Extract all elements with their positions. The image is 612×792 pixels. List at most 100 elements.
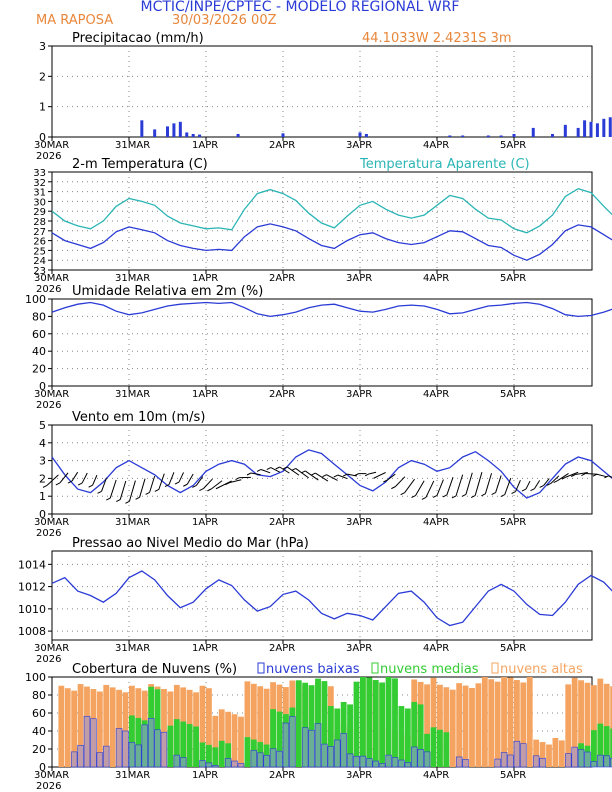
mid-cloud-bar (424, 733, 430, 767)
low-cloud-bar (334, 739, 341, 768)
high-cloud-bar (244, 681, 251, 767)
wind-barb-head (199, 488, 204, 492)
high-cloud-bar (475, 683, 482, 767)
panel-title: Precipitacao (mm/h) (72, 31, 204, 46)
wind-barb-head (154, 489, 160, 492)
wind-barb-head (333, 474, 338, 478)
precip-bar (551, 133, 554, 137)
low-cloud-bar (372, 760, 379, 768)
wind-barb-head (561, 476, 567, 480)
precip-bar (191, 133, 195, 137)
mid-cloud-bar (186, 724, 193, 767)
low-cloud-bar (411, 746, 418, 768)
high-cloud-bar (449, 689, 456, 767)
low-cloud-bar (391, 757, 399, 768)
low-cloud-bar (154, 729, 161, 768)
x-tick-label: 3APR (346, 517, 372, 528)
high-cloud-bar (212, 715, 219, 767)
wind-barb-head (539, 484, 544, 488)
x-tick-label: 30MAR (34, 140, 69, 151)
legend-swatch (257, 662, 265, 674)
low-cloud-bar (77, 745, 84, 768)
low-cloud-bar (513, 740, 521, 768)
wind-barb (446, 477, 454, 496)
wind-barb-head (521, 488, 527, 492)
wind-barb-head (461, 494, 467, 497)
precip-bar (185, 132, 189, 137)
x-tick-label: 30MAR (34, 643, 69, 654)
low-cloud-bar (212, 765, 219, 768)
wind-barb-head (125, 500, 130, 504)
x-tick-label: 5APR (500, 643, 526, 654)
mid-cloud-bar (212, 747, 219, 767)
high-cloud-bar (481, 677, 488, 767)
high-cloud-bar (501, 677, 507, 767)
high-cloud-bar (578, 680, 584, 767)
mid-cloud-bar (180, 721, 187, 767)
low-cloud-bar (263, 754, 270, 768)
year-label: 2026 (36, 781, 61, 792)
x-tick-label: 5APR (500, 517, 526, 528)
wind-barb (455, 474, 464, 497)
y-tick-label: 60 (32, 707, 46, 720)
y-tick-label: 33 (33, 168, 46, 179)
low-cloud-bar (122, 730, 129, 768)
mid-cloud-bar (270, 709, 276, 767)
low-cloud-bar (321, 743, 328, 768)
mid-cloud-bar (353, 681, 360, 767)
high-cloud-bar (591, 685, 597, 767)
wind-barb-head (553, 480, 558, 484)
high-cloud-bar (558, 740, 565, 767)
high-cloud-bar (456, 683, 463, 767)
high-cloud-bar (462, 685, 469, 767)
high-cloud-bar (122, 692, 129, 767)
x-tick-label: 2APR (269, 273, 295, 284)
wind-barb (337, 474, 348, 480)
wind-barb (46, 474, 59, 486)
high-cloud-bar (231, 714, 238, 767)
low-cloud-bar (565, 753, 572, 768)
pressure-line (51, 570, 612, 627)
wind-barb (415, 480, 425, 496)
y-tick-label: 1 (39, 490, 46, 503)
low-cloud-bar (398, 759, 405, 768)
y-tick-label: 27 (33, 227, 46, 238)
wind-barb (369, 471, 377, 475)
wind-barb (394, 476, 406, 487)
panel-title: Cobertura de Nuvens (%) (72, 662, 237, 677)
wind-barb-head (322, 474, 327, 478)
wind-barb (557, 473, 569, 482)
low-cloud-bar (327, 746, 335, 768)
low-cloud-bar (340, 733, 347, 768)
low-cloud-bar (462, 759, 469, 768)
wind-barb (484, 473, 493, 494)
low-cloud-bar (404, 762, 412, 768)
wind-barb-head (442, 494, 448, 498)
wind-barb-head (275, 466, 280, 470)
high-cloud-bar (610, 686, 612, 767)
wind-barb-head (67, 480, 73, 484)
wind-barb (534, 480, 541, 489)
wind-barb-head (311, 472, 316, 476)
low-cloud-bar (577, 749, 585, 768)
precip-bar (358, 132, 362, 137)
low-cloud-bar (289, 716, 296, 768)
wind-barb (178, 472, 184, 483)
low-cloud-bar (199, 760, 206, 768)
wind-barb-head (246, 472, 252, 476)
wind-barb (315, 472, 329, 482)
low-cloud-bar (180, 757, 187, 768)
wind-barb (59, 472, 69, 484)
low-cloud-bar (141, 724, 148, 768)
high-cloud-bar (443, 687, 450, 767)
mid-cloud-bar (302, 682, 309, 767)
wind-barb (149, 475, 156, 493)
wind-barb-head (183, 483, 188, 487)
low-cloud-bar (359, 755, 367, 768)
low-cloud-bar (494, 758, 501, 768)
mid-cloud-bar (443, 732, 450, 767)
wind-barb (304, 470, 319, 481)
mid-cloud-bar (218, 740, 225, 767)
low-cloud-bar (103, 745, 110, 768)
x-tick-label: 2APR (269, 643, 295, 654)
